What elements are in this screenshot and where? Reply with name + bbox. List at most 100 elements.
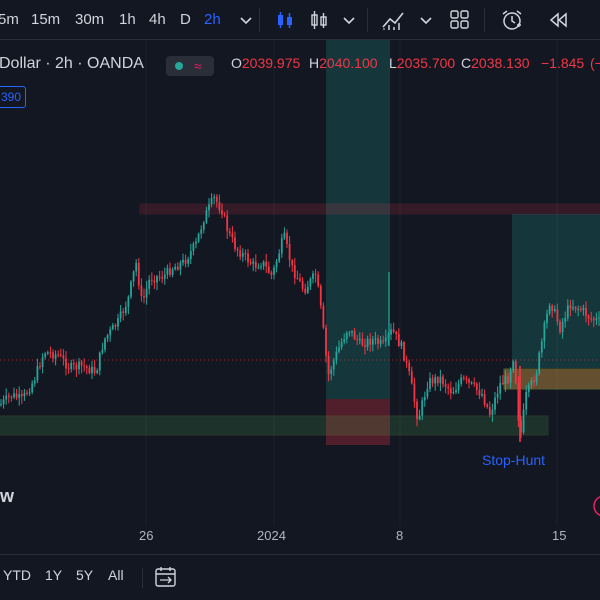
candle-body (187, 259, 190, 264)
chevron-down-icon[interactable] (336, 8, 362, 32)
indicators-icon[interactable] (380, 8, 406, 32)
stop-hunt-annotation[interactable]: Stop-Hunt (482, 452, 546, 468)
candle-body (91, 366, 93, 374)
candle-body (184, 259, 187, 264)
timeframe-15m[interactable]: 15m (31, 11, 61, 28)
candle-body (473, 382, 476, 384)
market-status-pill[interactable]: ≈ (166, 56, 214, 76)
bar-style-icon[interactable] (272, 8, 298, 32)
candle-body (33, 380, 36, 384)
chevron-down-icon[interactable] (233, 8, 259, 32)
candle-style-icon[interactable] (306, 8, 332, 32)
candle-body (566, 305, 569, 319)
candle-body (280, 238, 283, 254)
candle-body (83, 365, 86, 367)
candle-body (455, 390, 457, 393)
candle-body (304, 288, 307, 293)
candle-body (319, 286, 322, 306)
demand-zone[interactable] (503, 368, 600, 390)
candle-body (296, 278, 299, 280)
candle-body (241, 253, 244, 257)
resistance-zone[interactable] (139, 203, 600, 215)
alert-clock-icon[interactable] (499, 8, 525, 32)
candle-body (470, 382, 473, 384)
candle-body (338, 347, 340, 352)
price-chart[interactable] (0, 40, 600, 554)
calendar-range-icon[interactable] (153, 565, 179, 594)
candle-body (361, 338, 364, 346)
long-position-stop-zone[interactable] (326, 399, 390, 445)
candle-body (483, 394, 486, 405)
candle-body (551, 305, 554, 311)
bottom-divider (142, 568, 143, 588)
candle-body (265, 261, 268, 267)
candle-body (10, 396, 13, 398)
candle-body (579, 308, 582, 311)
candle-body (67, 368, 70, 370)
ohlc-change-pct: (−0.09 (590, 55, 600, 71)
timeframe-4h[interactable]: 4h (149, 11, 166, 28)
candle-body (31, 383, 34, 393)
candle-body (197, 233, 200, 242)
candle-body (93, 366, 96, 374)
timeframe-30m[interactable]: 30m (75, 11, 105, 28)
timeframe-2h[interactable]: 2h (204, 11, 221, 28)
candle-body (18, 394, 21, 398)
candle-body (546, 313, 548, 324)
range-ytd-button[interactable]: YTD (3, 567, 31, 583)
long-position-profit-zone[interactable] (512, 214, 600, 368)
candle-body (494, 397, 496, 410)
ohlc-low: L2035.700 (389, 55, 456, 71)
candle-body (574, 307, 577, 310)
candle-body (442, 376, 444, 385)
toolbar-divider (367, 8, 368, 32)
candle-body (522, 409, 525, 433)
x-tick-label: 26 (139, 528, 154, 543)
candle-body (379, 340, 382, 344)
candle-body (306, 286, 309, 293)
timeframe-5m[interactable]: 5m (0, 11, 19, 28)
candle-body (145, 288, 148, 298)
replay-icon[interactable] (545, 8, 571, 32)
range-5y-button[interactable]: 5Y (76, 567, 94, 583)
chevron-down-icon[interactable] (413, 8, 439, 32)
candle-body (293, 265, 296, 279)
add-alert-circle-icon[interactable] (593, 496, 600, 516)
candle-body (135, 262, 138, 272)
candle-body (413, 383, 416, 402)
candle-body (205, 210, 208, 223)
candle-body (62, 355, 65, 359)
candle-body (174, 266, 177, 270)
symbol-title[interactable]: Dollar · 2h · OANDA (0, 55, 144, 72)
candle-body (403, 342, 405, 361)
candle-body (218, 202, 221, 210)
candle-body (538, 352, 541, 374)
bottom-toolbar: YTD 1Y 5Y All (0, 554, 600, 600)
candle-body (124, 307, 127, 313)
candle-body (117, 318, 119, 327)
timeframe-1h[interactable]: 1h (119, 11, 136, 28)
range-1y-button[interactable]: 1Y (45, 567, 63, 583)
indicator-badge[interactable]: 390 (0, 86, 26, 108)
candle-body (166, 268, 169, 275)
candle-body (28, 392, 31, 394)
candle-body (267, 266, 270, 273)
ohlc-open: O2039.975 (231, 55, 301, 71)
candle-body (543, 323, 546, 342)
layout-grid-icon[interactable] (447, 8, 473, 32)
support-zone[interactable] (0, 415, 549, 436)
candle-body (150, 279, 153, 281)
candle-body (322, 305, 325, 328)
candle-body (270, 272, 273, 275)
candle-body (122, 311, 125, 313)
candle-body (179, 262, 182, 270)
candle-body (260, 266, 262, 268)
timeframe-d[interactable]: D (180, 11, 191, 28)
candle-body (57, 354, 60, 356)
candle-body (143, 296, 145, 298)
candle-body (481, 394, 483, 396)
candle-body (254, 261, 257, 268)
candle-body (52, 352, 54, 359)
range-all-button[interactable]: All (108, 567, 124, 583)
candle-body (465, 378, 468, 380)
